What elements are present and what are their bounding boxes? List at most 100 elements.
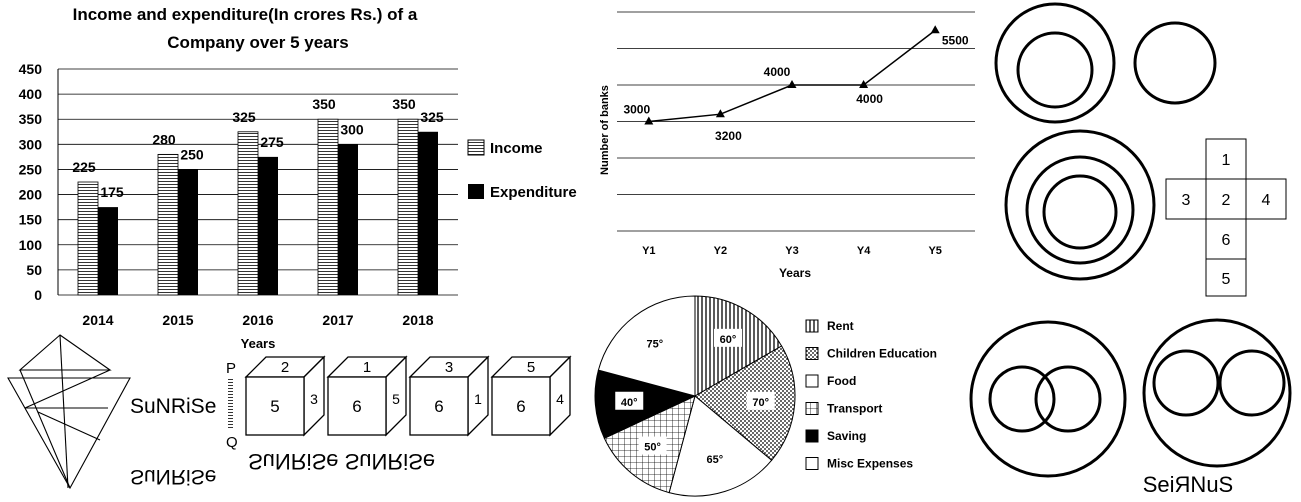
bar-chart: Income and expenditure(In crores Rs.) of… <box>19 5 577 351</box>
mirror-label-q: Q <box>226 434 238 451</box>
star-line-e <box>37 411 101 441</box>
star-figure <box>7 334 131 490</box>
cube-side-number: 3 <box>310 391 318 407</box>
bar-x-tick-label: 2017 <box>322 312 353 328</box>
line-x-tick-label: Y2 <box>714 245 727 257</box>
pie-slice <box>694 345 796 461</box>
pie-slice-label-bg <box>714 328 742 347</box>
legend-expenditure-label: Expenditure <box>490 184 577 201</box>
cube-mirror-text-group: SuNRiSe SuNRiSe <box>248 449 435 474</box>
cube-front-number: 5 <box>270 397 279 416</box>
star-lower-triangle <box>7 377 131 490</box>
pie-slice-label: 75° <box>647 339 664 351</box>
pie-slice-label-bg <box>746 391 775 410</box>
line-point-marker <box>787 80 797 88</box>
star-line-a <box>59 334 69 489</box>
bar-expenditure <box>98 207 118 295</box>
cube-front-face <box>327 376 387 436</box>
bar-x-tick-label: 2016 <box>242 312 273 328</box>
bar-expenditure <box>338 144 358 295</box>
bar-expenditure-value-label: 250 <box>180 146 204 162</box>
pie-legend-swatch <box>805 374 819 388</box>
line-point-marker <box>930 25 940 34</box>
circle-fig5-left <box>1152 349 1220 417</box>
bar-y-tick-label: 100 <box>19 237 43 253</box>
circle-fig2 <box>1133 21 1217 105</box>
pie-slice-label: 65° <box>707 454 724 466</box>
pie-slice-label: 50° <box>644 442 661 454</box>
pie-slice-label: 40° <box>621 397 638 409</box>
bar-chart-title-line2: Company over 5 years <box>167 33 348 52</box>
cube-mirror-text: SuNRiSe SuNRiSe <box>248 449 435 474</box>
pie-slice-label-bg <box>638 436 667 455</box>
cube-top-number: 1 <box>363 359 371 376</box>
bar-income <box>397 118 419 296</box>
cube-side-number: 5 <box>392 391 400 407</box>
pie-legend: Rent Children Education Food Transport Savin… <box>805 319 937 471</box>
pie-legend-label: Transport <box>827 402 882 416</box>
pie-legend-swatch <box>805 402 819 415</box>
legend-income-label: Income <box>490 140 543 157</box>
bar-income-value-label: 350 <box>312 96 336 112</box>
pie-legend-label: Children Education <box>827 347 937 361</box>
cube-top-number: 3 <box>445 359 453 376</box>
pie-legend-label: Misc Expenses <box>827 457 913 471</box>
mirror-label-p: P <box>226 360 236 377</box>
net-label-below1: 6 <box>1222 232 1231 249</box>
circle-fig5-outer <box>1142 318 1292 468</box>
cube-side-number: 4 <box>556 391 564 407</box>
line-x-tick-label: Y4 <box>857 245 871 257</box>
sunrise-reflection-group: SuNRiSe <box>130 465 216 488</box>
line-point-marker <box>644 116 654 125</box>
line-value-label: 5500 <box>942 33 969 47</box>
pie-slice-label-bg <box>615 391 644 410</box>
net-cell-right <box>1245 178 1287 220</box>
net-label-left: 3 <box>1182 192 1191 209</box>
bar-y-tick-label: 350 <box>19 111 43 127</box>
circle-fig3-outer <box>1004 129 1156 281</box>
pie-slice-label: 70° <box>752 397 769 409</box>
net-cell-center <box>1205 178 1247 220</box>
bar-y-tick-label: 300 <box>19 136 43 152</box>
star-upper-triangle <box>18 334 112 371</box>
circle-fig1-outer <box>994 2 1116 124</box>
bar-y-tick-label: 50 <box>26 262 42 278</box>
circle-fig1-inner <box>1016 31 1094 109</box>
circle-fig4-outer <box>969 320 1127 478</box>
bar-chart-title-line1: Income and expenditure(In crores Rs.) of… <box>73 5 418 24</box>
cube-front-number: 6 <box>352 397 361 416</box>
net-label-top: 1 <box>1222 152 1231 169</box>
pie-slice-label-bg <box>700 448 729 467</box>
line-value-label: 4000 <box>856 92 883 106</box>
pie-slice-label: 60° <box>720 334 737 346</box>
pie-slice <box>594 369 697 439</box>
bar-expenditure-value-label: 325 <box>420 109 444 125</box>
pie-slice-label-bg <box>640 333 669 352</box>
line-chart: 3000 3200 4000 4000 5500 Y1 Y2 Y3 Y4 Y5 Years Nu… <box>599 11 975 280</box>
cube-net-labels: 1 3 2 4 6 5 <box>1182 152 1271 288</box>
sunrise-mirror-word: SuNRiSe <box>130 465 216 488</box>
bar-y-tick-label: 250 <box>19 161 43 177</box>
pie-legend-label: Rent <box>827 319 854 333</box>
line-series-path <box>648 29 936 123</box>
bar-x-tick-label: 2014 <box>82 312 113 328</box>
net-cell-below2 <box>1205 258 1247 297</box>
seirnus-word: SeiЯNuS <box>1143 472 1233 497</box>
line-x-tick-label: Y1 <box>642 245 655 257</box>
line-value-label: 3000 <box>623 103 650 117</box>
cube-top-number: 5 <box>527 359 535 376</box>
bar-y-tick-label: 450 <box>19 61 43 77</box>
line-value-label: 4000 <box>764 65 791 79</box>
line-x-tick-label: Y5 <box>928 245 941 257</box>
bar-y-tick-label: 400 <box>19 86 43 102</box>
circle-fig3-inner <box>1042 174 1118 250</box>
cube-front-number: 6 <box>516 397 525 416</box>
bar-income <box>237 131 259 296</box>
cube-side-number: 1 <box>474 391 482 407</box>
net-label-right: 4 <box>1262 192 1271 209</box>
legend-swatch-income <box>467 139 485 156</box>
net-label-below2: 5 <box>1222 271 1231 288</box>
net-cell-top <box>1205 138 1247 180</box>
pie-legend-label: Saving <box>827 429 866 443</box>
bar-y-tick-label: 200 <box>19 187 43 203</box>
